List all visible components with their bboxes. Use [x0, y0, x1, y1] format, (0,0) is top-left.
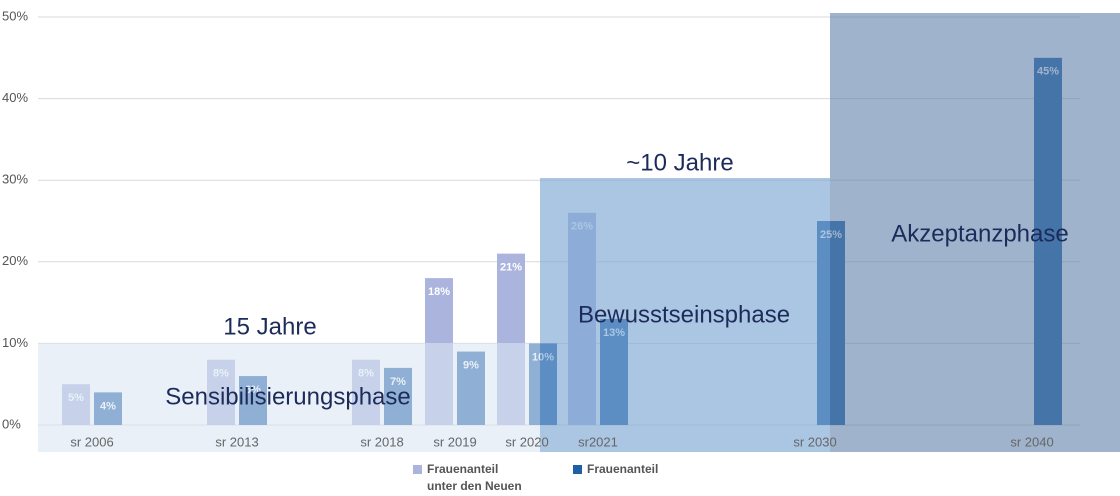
- annotation: 15 Jahre: [223, 313, 316, 340]
- y-tick-label: 0%: [2, 416, 21, 431]
- x-tick-label: sr 2018: [360, 434, 403, 449]
- x-tick-label: sr 2020: [505, 434, 548, 449]
- x-tick-label: sr 2019: [433, 434, 476, 449]
- legend-line: Frauenanteil: [427, 462, 498, 476]
- y-tick-label: 40%: [2, 90, 28, 105]
- y-tick-label: 20%: [2, 253, 28, 268]
- annotation: Akzeptanzphase: [891, 220, 1068, 247]
- phase-boxes: [38, 13, 1120, 452]
- labels: sr 2006 sr 2013 sr 2018 sr 2019 sr 2020 sr202…: [70, 149, 1068, 493]
- value-label: 21%: [500, 262, 522, 274]
- x-tick-label: sr 2013: [215, 434, 258, 449]
- y-tick-label: 50%: [2, 8, 28, 23]
- legend-swatch: [573, 465, 582, 474]
- y-tick-label: 10%: [2, 335, 28, 350]
- legend-label: Frauenanteil unter den Neuen: [427, 462, 522, 493]
- x-tick-label: sr 2006: [70, 434, 113, 449]
- x-tick-label: sr 2030: [793, 434, 836, 449]
- annotation: Sensibilisierungsphase: [165, 383, 410, 410]
- y-tick-label: 30%: [2, 172, 28, 187]
- legend-swatch: [413, 465, 422, 474]
- x-tick-label: sr 2040: [1010, 434, 1053, 449]
- phase-box: [38, 343, 540, 452]
- annotation: Bewusstseinsphase: [578, 301, 790, 328]
- phase-box: [540, 178, 830, 452]
- legend-line: unter den Neuen: [427, 479, 522, 493]
- value-label: 18%: [428, 286, 450, 298]
- legend-label: Frauenanteil: [587, 462, 658, 476]
- annotation: ~10 Jahre: [626, 149, 733, 176]
- x-tick-label: sr2021: [578, 434, 618, 449]
- phase-box: [830, 13, 1120, 452]
